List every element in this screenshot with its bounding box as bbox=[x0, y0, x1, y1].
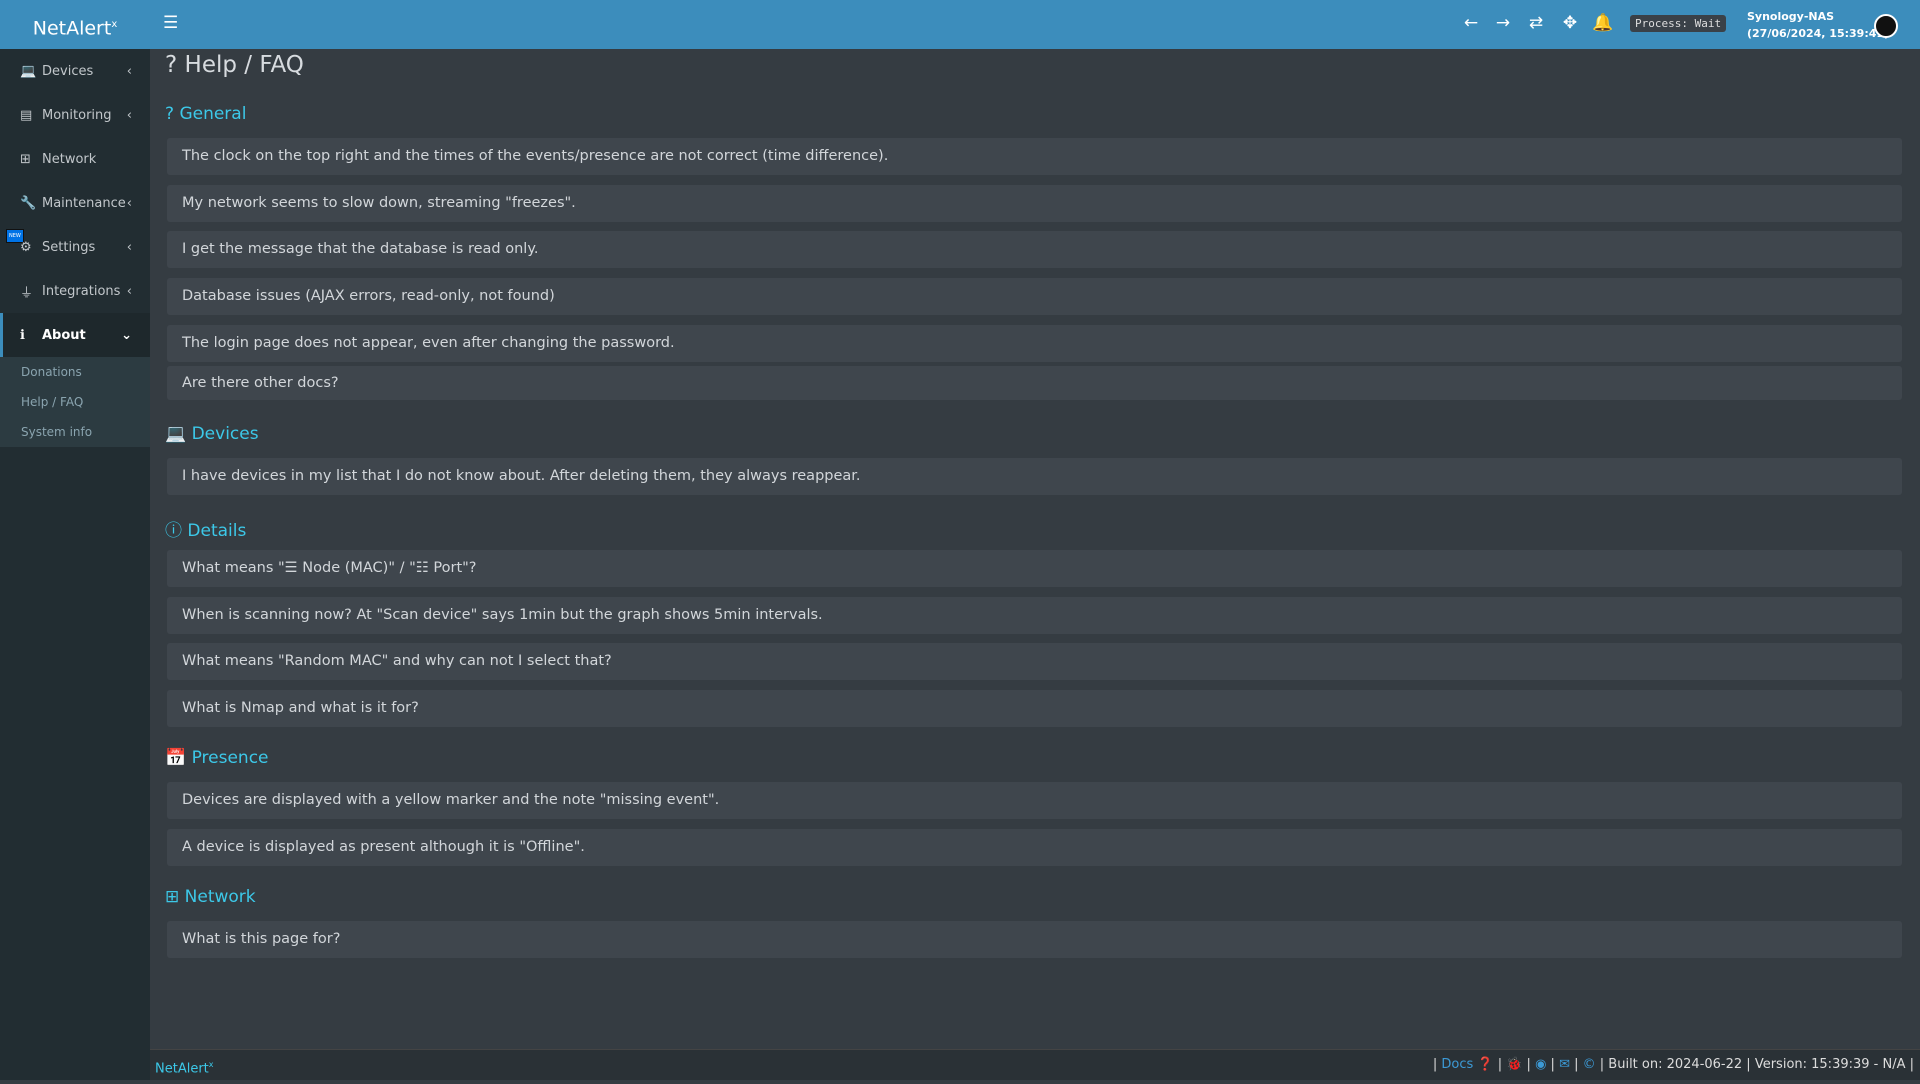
submenu-system-info[interactable]: System info bbox=[21, 425, 93, 439]
faq-question[interactable]: When is scanning now? At "Scan device" s… bbox=[167, 597, 1902, 634]
sitemap-icon: ⊞ bbox=[165, 887, 185, 907]
faq-question[interactable]: My network seems to slow down, streaming… bbox=[167, 185, 1902, 222]
process-status: Process: Wait bbox=[1630, 15, 1727, 32]
faq-question[interactable]: Are there other docs? bbox=[167, 366, 1902, 400]
submenu-donations[interactable]: Donations bbox=[21, 365, 82, 379]
chevron-left-icon: ‹ bbox=[126, 107, 132, 123]
question-icon: ? bbox=[165, 52, 185, 78]
arrows-move-icon[interactable]: ✥ bbox=[1562, 13, 1578, 33]
calendar-icon: 📅 bbox=[165, 748, 192, 768]
sitemap-icon: ⊞ bbox=[20, 151, 31, 167]
faq-question[interactable]: What is this page for? bbox=[167, 921, 1902, 958]
footer-logo: NetAlertx bbox=[155, 1060, 214, 1077]
faq-question[interactable]: What means "Random MAC" and why can not … bbox=[167, 643, 1902, 680]
question-icon: ? bbox=[165, 104, 180, 124]
sidebar-item-network[interactable]: ⊞ Network bbox=[20, 151, 97, 167]
faq-question[interactable]: I have devices in my list that I do not … bbox=[167, 458, 1902, 495]
chevron-left-icon: ‹ bbox=[126, 195, 132, 211]
chevron-left-icon: ‹ bbox=[126, 239, 132, 255]
sidebar-item-monitoring[interactable]: ▤ Monitoring ‹ bbox=[20, 107, 132, 123]
laptop-icon: 💻 bbox=[165, 424, 192, 444]
sidebar-item-integrations[interactable]: ⏚ Integrations ‹ bbox=[20, 283, 132, 301]
host-info: Synology-NAS (27/06/2024, 15:39:41) bbox=[1747, 10, 1890, 40]
new-badge: NEW bbox=[6, 229, 24, 243]
help-icon[interactable]: ❓ bbox=[1477, 1057, 1494, 1072]
faq-question[interactable]: Devices are displayed with a yellow mark… bbox=[167, 782, 1902, 819]
sidebar: 💻 Devices ‹ ▤ Monitoring ‹ ⊞ Network NEW 🔧 Mai… bbox=[0, 49, 150, 1080]
app-logo[interactable]: NetAlertx bbox=[0, 0, 150, 49]
top-navbar: NetAlertx ☰ ← → ⇄ ✥ 🔔 Process: Wait Syno… bbox=[0, 0, 1920, 49]
sidebar-item-maintenance[interactable]: 🔧 Maintenance ‹ bbox=[20, 195, 132, 211]
copyright-icon[interactable]: © bbox=[1582, 1057, 1596, 1072]
info-icon: ℹ bbox=[20, 327, 25, 343]
footer-info: | Docs ❓ | 🐞 | ◉ | ✉ | © | Built on: 202… bbox=[1432, 1057, 1914, 1072]
laptop-icon: 💻 bbox=[20, 63, 37, 79]
gear-icon: ⚙ bbox=[20, 239, 32, 255]
section-header-devices: 💻 Devices bbox=[165, 424, 259, 444]
mail-icon[interactable]: ✉ bbox=[1559, 1057, 1570, 1072]
faq-question[interactable]: What is Nmap and what is it for? bbox=[167, 690, 1902, 727]
faq-question[interactable]: I get the message that the database is r… bbox=[167, 231, 1902, 268]
sidebar-item-about[interactable]: ℹ About ⌄ bbox=[0, 313, 150, 357]
refresh-icon[interactable]: ⇄ bbox=[1528, 13, 1544, 33]
docs-link[interactable]: Docs bbox=[1441, 1057, 1474, 1072]
chart-icon: ▤ bbox=[20, 107, 33, 123]
bell-icon[interactable]: 🔔 bbox=[1592, 13, 1614, 33]
submenu-help-faq[interactable]: Help / FAQ bbox=[21, 395, 84, 409]
section-header-details: ⓘ Details bbox=[165, 521, 247, 541]
menu-icon[interactable]: ☰ bbox=[163, 13, 179, 33]
chevron-left-icon: ‹ bbox=[126, 63, 132, 79]
chevron-down-icon: ⌄ bbox=[121, 327, 132, 343]
github-icon[interactable]: ◉ bbox=[1535, 1057, 1547, 1072]
about-submenu: Donations Help / FAQ System info bbox=[0, 357, 150, 447]
faq-question[interactable]: The login page does not appear, even aft… bbox=[167, 325, 1902, 362]
page-title: ? Help / FAQ bbox=[165, 52, 304, 78]
sidebar-item-devices[interactable]: 💻 Devices ‹ bbox=[20, 63, 132, 79]
section-header-network: ⊞ Network bbox=[165, 887, 256, 907]
faq-question[interactable]: A device is displayed as present althoug… bbox=[167, 829, 1902, 866]
faq-question[interactable]: Database issues (AJAX errors, read-only,… bbox=[167, 278, 1902, 315]
user-avatar-icon[interactable] bbox=[1874, 14, 1898, 38]
sidebar-item-settings[interactable]: ⚙ Settings ‹ bbox=[20, 239, 132, 255]
faq-question[interactable]: The clock on the top right and the times… bbox=[167, 138, 1902, 175]
faq-question[interactable]: What means "☰ Node (MAC)" / "☷ Port"? bbox=[167, 550, 1902, 587]
section-header-general: ? General bbox=[165, 104, 247, 124]
arrow-right-icon[interactable]: → bbox=[1495, 13, 1511, 33]
info-circle-icon: ⓘ bbox=[165, 521, 188, 541]
arrow-left-icon[interactable]: ← bbox=[1463, 13, 1479, 33]
footer: NetAlertx | Docs ❓ | 🐞 | ◉ | ✉ | © | Bui… bbox=[150, 1049, 1920, 1080]
chevron-left-icon: ‹ bbox=[126, 283, 132, 299]
section-header-presence: 📅 Presence bbox=[165, 748, 269, 768]
wrench-icon: 🔧 bbox=[20, 195, 37, 211]
plug-icon: ⏚ bbox=[20, 285, 34, 301]
bug-icon[interactable]: 🐞 bbox=[1506, 1057, 1523, 1072]
